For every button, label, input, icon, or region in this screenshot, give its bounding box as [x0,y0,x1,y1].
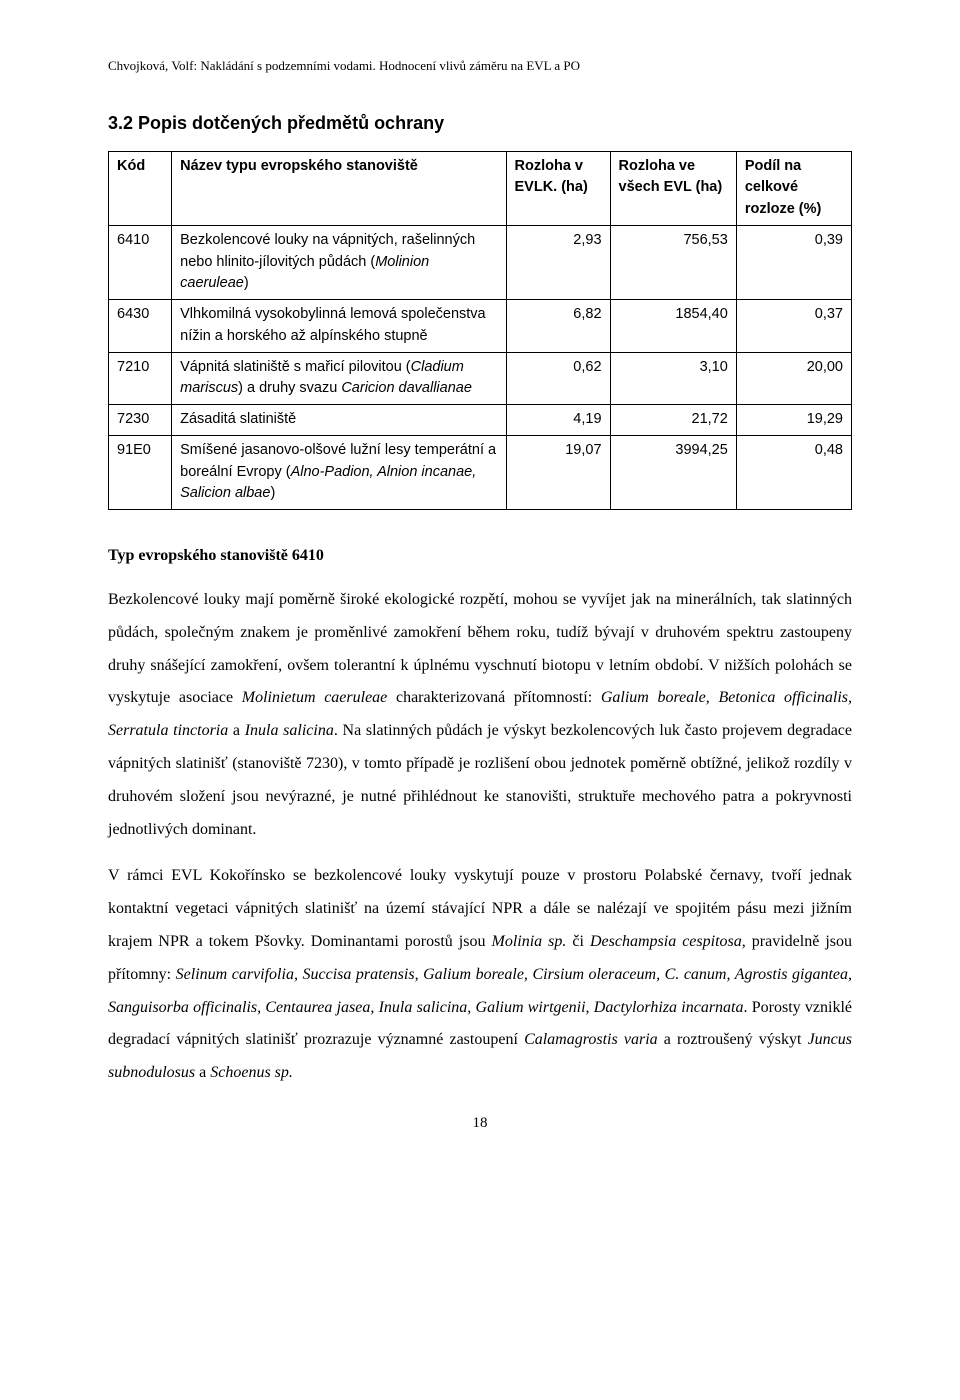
cell-kod: 91E0 [109,435,172,509]
table-row: 7210 Vápnitá slatiniště s mařicí pilovit… [109,352,852,405]
table-row: 6430 Vlhkomilná vysokobylinná lemová spo… [109,300,852,353]
name-pre: Vlhkomilná vysokobylinná lemová společen… [180,306,485,344]
cell-name: Smíšené jasanovo-olšové lužní lesy tempe… [172,435,506,509]
table-row: 6410 Bezkolencové louky na vápnitých, ra… [109,225,852,299]
cell-r3: 0,39 [736,225,851,299]
cell-r1: 6,82 [506,300,610,353]
p1-t4: . Na slatinných půdách je výskyt bezkole… [108,722,852,837]
p2-i6: Schoenus sp. [210,1064,293,1081]
p2-i2: Deschampsia cespitosa [590,933,742,950]
cell-r2: 3994,25 [610,435,736,509]
paragraph-2: V rámci EVL Kokořínsko se bezkolencové l… [108,860,852,1090]
table-row: 7230 Zásaditá slatiniště 4,19 21,72 19,2… [109,405,852,436]
cell-r2: 21,72 [610,405,736,436]
cell-name: Vlhkomilná vysokobylinná lemová společen… [172,300,506,353]
cell-r3: 0,37 [736,300,851,353]
p2-i1: Molinia sp. [492,933,567,950]
col-header-r3: Podíl na celkové rozloze (%) [736,151,851,225]
page-number: 18 [108,1112,852,1135]
p2-i4: Calamagrostis varia [524,1031,658,1048]
cell-r1: 0,62 [506,352,610,405]
cell-r2: 756,53 [610,225,736,299]
cell-r3: 19,29 [736,405,851,436]
name-italic2: Caricion davallianae [341,380,472,396]
name-pre: Bezkolencové louky na vápnitých, rašelin… [180,232,475,270]
cell-r1: 4,19 [506,405,610,436]
cell-r1: 19,07 [506,435,610,509]
cell-r3: 0,48 [736,435,851,509]
p1-i3: Inula salicina [245,722,334,739]
name-post: ) [270,485,275,501]
p2-i3: Selinum carvifolia, Succisa pratensis, G… [108,966,852,1016]
col-header-r2: Rozloha ve všech EVL (ha) [610,151,736,225]
name-post: ) [244,275,249,291]
name-pre: Vápnitá slatiniště s mařicí pilovitou ( [180,359,411,375]
cell-kod: 7210 [109,352,172,405]
cell-kod: 6430 [109,300,172,353]
cell-r2: 1854,40 [610,300,736,353]
cell-r1: 2,93 [506,225,610,299]
section-title: 3.2 Popis dotčených předmětů ochrany [108,110,852,137]
cell-kod: 7230 [109,405,172,436]
running-head: Chvojková, Volf: Nakládání s podzemními … [108,56,852,76]
p1-t2: charakterizovaná přítomností: [387,689,601,706]
cell-kod: 6410 [109,225,172,299]
col-header-name: Název typu evropského stanoviště [172,151,506,225]
table-header-row: Kód Název typu evropského stanoviště Roz… [109,151,852,225]
p2-t6: a [195,1064,210,1081]
p1-i1: Molinietum caeruleae [242,689,388,706]
cell-r2: 3,10 [610,352,736,405]
name-pre: Zásaditá slatiniště [180,411,296,427]
paragraph-1: Bezkolencové louky mají poměrně široké e… [108,584,852,846]
cell-r3: 20,00 [736,352,851,405]
p2-t5: a roztroušený výskyt [658,1031,808,1048]
cell-name: Zásaditá slatiniště [172,405,506,436]
cell-name: Bezkolencové louky na vápnitých, rašelin… [172,225,506,299]
habitat-table: Kód Název typu evropského stanoviště Roz… [108,151,852,511]
col-header-kod: Kód [109,151,172,225]
p2-t2: či [566,933,590,950]
col-header-r1: Rozloha v EVLK. (ha) [506,151,610,225]
subheading: Typ evropského stanoviště 6410 [108,544,852,568]
cell-name: Vápnitá slatiniště s mařicí pilovitou ( C… [172,352,506,405]
p1-t3: a [228,722,244,739]
table-row: 91E0 Smíšené jasanovo-olšové lužní lesy … [109,435,852,509]
name-post: ) a druhy svazu [238,380,341,396]
